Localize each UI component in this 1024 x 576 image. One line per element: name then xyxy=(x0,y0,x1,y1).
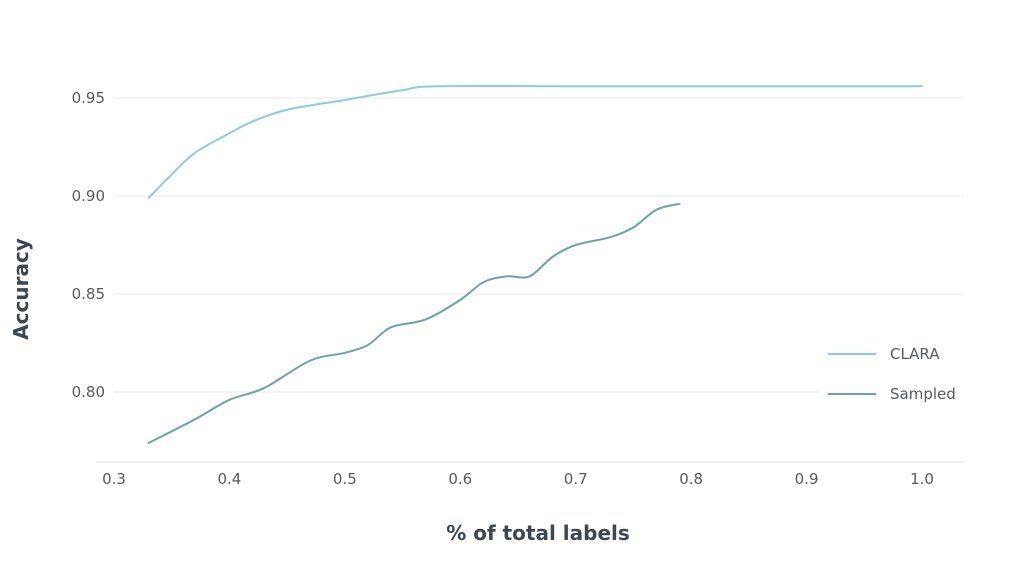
x-axis-title: % of total labels xyxy=(446,521,630,545)
x-tick-labels: 0.3 0.4 0.5 0.6 0.7 0.8 0.9 1.0 xyxy=(102,470,934,488)
x-tick-label: 0.8 xyxy=(679,470,703,488)
x-tick-label: 0.9 xyxy=(795,470,819,488)
x-tick-label: 0.5 xyxy=(333,470,357,488)
x-tick-label: 0.6 xyxy=(448,470,472,488)
legend-label-clara: CLARA xyxy=(890,345,940,363)
series-line-clara xyxy=(147,84,923,199)
x-tick-label: 0.3 xyxy=(102,470,126,488)
x-tick-label: 0.4 xyxy=(217,470,241,488)
y-axis-title: Accuracy xyxy=(9,238,33,340)
legend-label-sampled: Sampled xyxy=(890,385,956,403)
x-tick-label: 1.0 xyxy=(910,470,934,488)
series-line-sampled xyxy=(147,202,681,444)
y-tick-labels: 0.80 0.85 0.90 0.95 xyxy=(72,89,105,401)
y-tick-label: 0.90 xyxy=(72,187,105,205)
y-tick-label: 0.85 xyxy=(72,285,105,303)
y-tick-label: 0.80 xyxy=(72,383,105,401)
legend: CLARA Sampled xyxy=(820,340,970,408)
series-layer xyxy=(147,84,923,444)
x-tick-label: 0.7 xyxy=(564,470,588,488)
y-tick-label: 0.95 xyxy=(72,89,105,107)
